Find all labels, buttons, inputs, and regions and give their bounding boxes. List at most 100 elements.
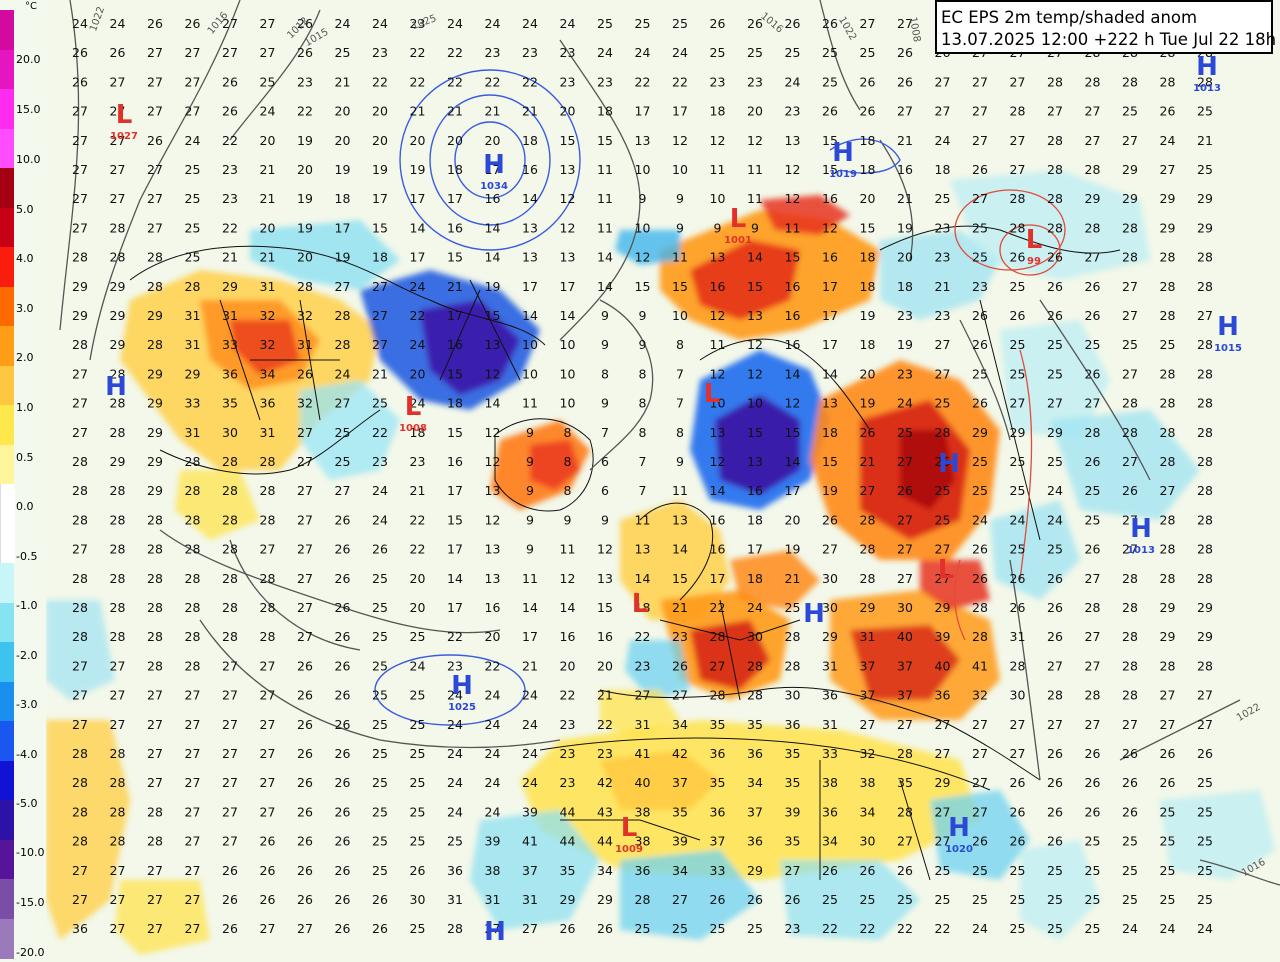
temperature-value: 8 <box>676 337 684 352</box>
temperature-value: 28 <box>147 804 163 819</box>
temperature-value: 34 <box>860 804 876 819</box>
temperature-value: 36 <box>710 804 726 819</box>
temperature-value: 26 <box>372 892 388 907</box>
temperature-value: 10 <box>710 396 726 411</box>
temperature-value: 28 <box>1047 74 1063 89</box>
temperature-value: 28 <box>1160 454 1176 469</box>
temperature-value: 26 <box>335 629 351 644</box>
temperature-value: 34 <box>597 863 613 878</box>
temperature-value: 14 <box>485 396 501 411</box>
temperature-value: 27 <box>222 16 238 31</box>
temperature-value: 27 <box>185 804 201 819</box>
temperature-value: 9 <box>601 512 609 527</box>
temperature-value: 26 <box>335 892 351 907</box>
temperature-value: 12 <box>485 425 501 440</box>
temperature-value: 25 <box>1085 921 1101 936</box>
temperature-value: 30 <box>747 629 763 644</box>
temperature-value: 27 <box>1122 542 1138 557</box>
temperature-value: 29 <box>1197 600 1213 615</box>
temperature-value: 27 <box>672 892 688 907</box>
temperature-value: 32 <box>297 308 313 323</box>
temperature-value: 28 <box>1160 396 1176 411</box>
temperature-value: 27 <box>222 834 238 849</box>
temperature-value: 13 <box>635 133 651 148</box>
temperature-value: 28 <box>147 279 163 294</box>
temperature-value: 27 <box>72 191 88 206</box>
temperature-value: 28 <box>1197 542 1213 557</box>
temperature-value: 26 <box>897 483 913 498</box>
temperature-value: 22 <box>372 74 388 89</box>
temperature-value: 24 <box>522 746 538 761</box>
temperature-value: 28 <box>972 629 988 644</box>
temperature-value: 27 <box>935 717 951 732</box>
temperature-value: 27 <box>185 921 201 936</box>
temperature-value: 27 <box>72 366 88 381</box>
temperature-value: 26 <box>297 892 313 907</box>
temperature-value: 33 <box>822 746 838 761</box>
temperature-value: 12 <box>710 366 726 381</box>
temperature-value: 28 <box>185 279 201 294</box>
temperature-value: 37 <box>860 688 876 703</box>
temperature-value: 12 <box>710 454 726 469</box>
temperature-value: 17 <box>447 600 463 615</box>
temperature-value: 13 <box>560 250 576 265</box>
temperature-value: 35 <box>672 804 688 819</box>
temperature-value: 31 <box>447 892 463 907</box>
temperature-value: 7 <box>601 425 609 440</box>
temperature-value: 22 <box>560 688 576 703</box>
temperature-value: 29 <box>110 337 126 352</box>
temperature-value: 19 <box>335 162 351 177</box>
temperature-value: 28 <box>860 571 876 586</box>
temperature-value: 15 <box>822 133 838 148</box>
temperature-value: 6 <box>601 483 609 498</box>
temperature-value: 17 <box>672 104 688 119</box>
pressure-center-letter: H <box>803 599 825 629</box>
isobar-label: 1008 <box>907 16 922 43</box>
temperature-value: 35 <box>785 834 801 849</box>
temperature-value: 25 <box>935 191 951 206</box>
temperature-value: 22 <box>860 921 876 936</box>
temperature-value: 24 <box>335 366 351 381</box>
temperature-value: 7 <box>639 454 647 469</box>
legend-label: 5.0 <box>16 203 34 216</box>
pressure-center-value: 1015 <box>1214 343 1242 354</box>
temperature-value: 15 <box>635 279 651 294</box>
temperature-value: 39 <box>935 629 951 644</box>
temperature-value: 17 <box>522 629 538 644</box>
temperature-value: 24 <box>372 16 388 31</box>
temperature-value: 25 <box>1047 921 1063 936</box>
temperature-value: 24 <box>447 804 463 819</box>
pressure-center-letter: H <box>1217 312 1239 342</box>
temperature-value: 25 <box>785 600 801 615</box>
temperature-value: 13 <box>635 542 651 557</box>
temperature-value: 28 <box>1197 279 1213 294</box>
high-pressure-center: H <box>484 917 506 947</box>
legend-swatch <box>0 326 14 366</box>
low-pressure-center: L <box>632 589 649 619</box>
temperature-value: 26 <box>860 863 876 878</box>
temperature-value: 28 <box>1010 191 1026 206</box>
temperature-value: 34 <box>260 366 276 381</box>
temperature-value: 28 <box>260 571 276 586</box>
temperature-value: 36 <box>710 746 726 761</box>
temperature-value: 27 <box>897 717 913 732</box>
temperature-value: 8 <box>676 425 684 440</box>
temperature-value: 18 <box>935 162 951 177</box>
temperature-value: 28 <box>185 629 201 644</box>
temperature-value: 27 <box>1122 512 1138 527</box>
temperature-value: 23 <box>597 746 613 761</box>
temperature-value: 18 <box>860 133 876 148</box>
temperature-value: 14 <box>485 220 501 235</box>
temperature-value: 16 <box>597 629 613 644</box>
temperature-value: 18 <box>635 600 651 615</box>
temperature-value: 12 <box>710 308 726 323</box>
temperature-value: 9 <box>751 220 759 235</box>
temperature-value: 35 <box>785 775 801 790</box>
legend-label: -0.5 <box>16 550 38 563</box>
temperature-value: 26 <box>410 863 426 878</box>
temperature-value: 26 <box>335 688 351 703</box>
temperature-value: 28 <box>1197 396 1213 411</box>
temperature-value: 25 <box>1047 892 1063 907</box>
temperature-value: 17 <box>822 337 838 352</box>
temperature-value: 23 <box>560 746 576 761</box>
